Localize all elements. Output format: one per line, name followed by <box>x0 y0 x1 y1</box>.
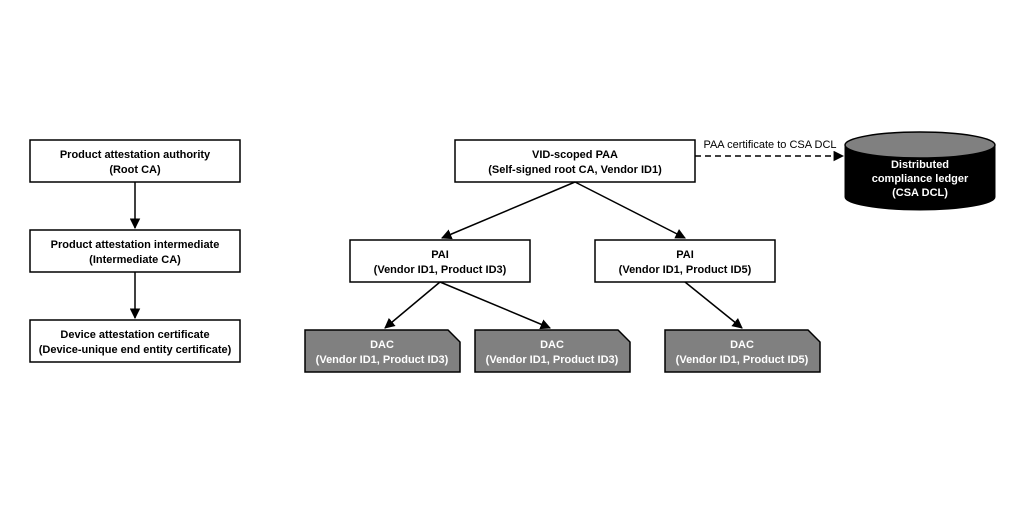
left-chain: Product attestation authority (Root CA) … <box>30 140 240 362</box>
dcl-line1: Distributed <box>891 159 949 171</box>
dac-generic-line2: (Device-unique end entity certificate) <box>39 344 232 356</box>
diagram-canvas: Product attestation authority (Root CA) … <box>0 0 1024 512</box>
edge-vidpaa-pai2 <box>575 182 685 238</box>
node-dcl-cylinder: Distributed compliance ledger (CSA DCL) <box>845 132 995 210</box>
node-dac3: DAC (Vendor ID1, Product ID5) <box>665 330 820 372</box>
dcl-line2: compliance ledger <box>872 173 969 185</box>
dac3-line1: DAC <box>730 339 754 351</box>
paa-generic-line2: (Root CA) <box>109 164 161 176</box>
edge-pai1-dac1 <box>385 282 440 328</box>
pai2-line2: (Vendor ID1, Product ID5) <box>619 264 752 276</box>
node-dac2: DAC (Vendor ID1, Product ID3) <box>475 330 630 372</box>
dac1-line1: DAC <box>370 339 394 351</box>
node-paa-generic: Product attestation authority (Root CA) <box>30 140 240 182</box>
dac-generic-line1: Device attestation certificate <box>60 329 209 341</box>
edge-paa-dcl: PAA certificate to CSA DCL <box>695 139 843 156</box>
node-pai2: PAI (Vendor ID1, Product ID5) <box>595 240 775 282</box>
pai-generic-line1: Product attestation intermediate <box>51 239 220 251</box>
vid-paa-line1: VID-scoped PAA <box>532 149 618 161</box>
dac2-line2: (Vendor ID1, Product ID3) <box>486 354 619 366</box>
dac3-line2: (Vendor ID1, Product ID5) <box>676 354 809 366</box>
edge-pai2-dac3 <box>685 282 742 328</box>
dac1-line2: (Vendor ID1, Product ID3) <box>316 354 449 366</box>
dcl-line3: (CSA DCL) <box>892 187 948 199</box>
pai1-line2: (Vendor ID1, Product ID3) <box>374 264 507 276</box>
dashed-edge-label: PAA certificate to CSA DCL <box>703 139 836 151</box>
edge-pai1-dac2 <box>440 282 550 328</box>
pai-generic-line2: (Intermediate CA) <box>89 254 181 266</box>
node-dac1: DAC (Vendor ID1, Product ID3) <box>305 330 460 372</box>
pai1-line1: PAI <box>431 249 449 261</box>
node-vid-paa: VID-scoped PAA (Self-signed root CA, Ven… <box>455 140 695 182</box>
right-tree: VID-scoped PAA (Self-signed root CA, Ven… <box>305 140 820 372</box>
pai2-line1: PAI <box>676 249 694 261</box>
dac2-line1: DAC <box>540 339 564 351</box>
node-dac-generic: Device attestation certificate (Device-u… <box>30 320 240 362</box>
paa-generic-line1: Product attestation authority <box>60 149 211 161</box>
edge-vidpaa-pai1 <box>442 182 575 238</box>
node-pai-generic: Product attestation intermediate (Interm… <box>30 230 240 272</box>
node-pai1: PAI (Vendor ID1, Product ID3) <box>350 240 530 282</box>
vid-paa-line2: (Self-signed root CA, Vendor ID1) <box>488 164 662 176</box>
